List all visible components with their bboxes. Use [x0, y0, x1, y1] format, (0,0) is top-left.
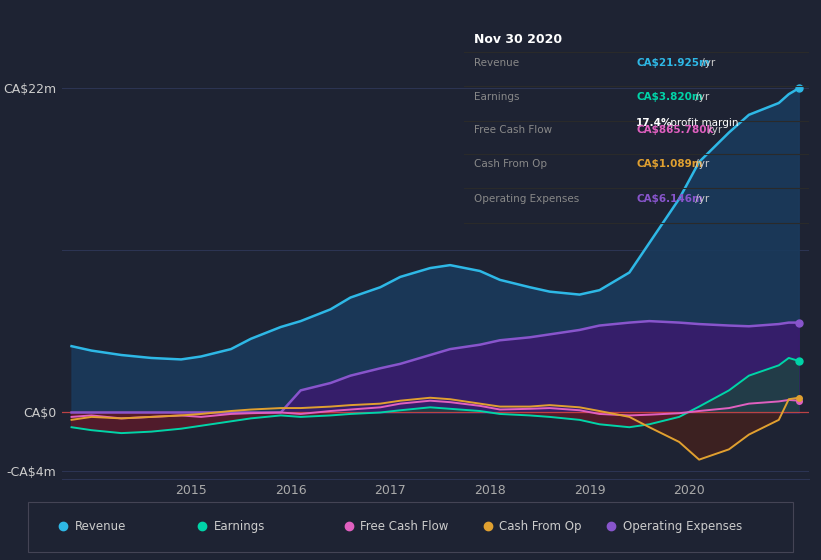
- Text: /yr: /yr: [692, 92, 709, 102]
- Text: Revenue: Revenue: [75, 520, 126, 533]
- Text: Nov 30 2020: Nov 30 2020: [475, 32, 562, 45]
- Text: CA$21.925m: CA$21.925m: [636, 58, 710, 68]
- Text: Free Cash Flow: Free Cash Flow: [475, 125, 553, 134]
- Text: /yr: /yr: [699, 58, 716, 68]
- Text: CA$1.089m: CA$1.089m: [636, 160, 703, 169]
- Text: CA$865.780k: CA$865.780k: [636, 125, 713, 134]
- Text: Free Cash Flow: Free Cash Flow: [360, 520, 449, 533]
- Text: /yr: /yr: [704, 125, 722, 134]
- Text: 17.4%: 17.4%: [636, 119, 672, 128]
- Text: CA$3.820m: CA$3.820m: [636, 92, 703, 102]
- Text: Earnings: Earnings: [475, 92, 520, 102]
- Text: Revenue: Revenue: [475, 58, 520, 68]
- Text: CA$6.146m: CA$6.146m: [636, 194, 703, 204]
- Text: Cash From Op: Cash From Op: [475, 160, 548, 169]
- Text: Operating Expenses: Operating Expenses: [475, 194, 580, 204]
- Text: profit margin: profit margin: [667, 119, 739, 128]
- Text: /yr: /yr: [692, 194, 709, 204]
- Text: Operating Expenses: Operating Expenses: [623, 520, 742, 533]
- Text: /yr: /yr: [692, 160, 709, 169]
- Text: Cash From Op: Cash From Op: [499, 520, 582, 533]
- Text: Earnings: Earnings: [213, 520, 265, 533]
